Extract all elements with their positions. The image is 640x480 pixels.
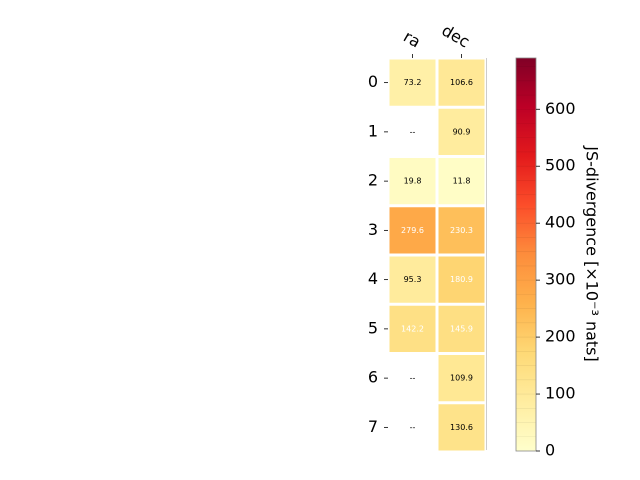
heatmap-cell: [438, 256, 485, 303]
colorbar-ticks: 0 100 200 300 400 500 600: [536, 99, 576, 460]
heatmap-cell: [389, 256, 436, 303]
colorbar-tick-label: 100: [545, 384, 576, 403]
colorbar-label: JS-divergence [×10⁻³ nats]: [583, 145, 602, 361]
y-tick-label: 2: [368, 171, 378, 190]
cell-value-label: 109.9: [450, 374, 473, 383]
heatmap-cell: [389, 59, 436, 106]
cell-value-label: 11.8: [453, 177, 471, 186]
cell-value-label: 90.9: [453, 127, 471, 136]
heatmap-cell: [389, 305, 436, 352]
cell-value-label: 230.3: [450, 226, 473, 235]
heatmap-cell: [438, 59, 485, 106]
colorbar-tick-label: 600: [545, 99, 576, 118]
colorbar-divisions: [516, 66, 536, 438]
y-tick-label: 5: [368, 318, 378, 337]
cell-value-label: 142.2: [401, 324, 424, 333]
heatmap-cell: [438, 158, 485, 205]
colorbar-tick-label: 200: [545, 327, 576, 346]
cell-value-label: --: [410, 374, 416, 383]
y-tick-label: 3: [368, 220, 378, 239]
y-tick-label: 4: [368, 269, 378, 288]
y-tick-label: 1: [368, 121, 378, 140]
cell-value-label: 279.6: [401, 226, 424, 235]
y-tick-label: 7: [368, 417, 378, 436]
colorbar-tick-label: 400: [545, 213, 576, 232]
colorbar-frame: [515, 57, 537, 452]
cell-value-label: 145.9: [450, 324, 473, 333]
cell-value-label: 130.6: [450, 423, 473, 432]
y-axis-ticks: 0 1 2 3 4 5 6 7: [368, 72, 388, 436]
cell-value-label: 73.2: [404, 78, 422, 87]
colorbar: 0 100 200 300 400 500 600 JS-divergence [×10⁻³…: [515, 57, 602, 460]
heatmap-cell: [389, 158, 436, 205]
heatmap-cell: [438, 404, 485, 451]
cell-value-label: --: [410, 423, 416, 432]
cell-value-label: 95.3: [404, 275, 422, 284]
cell-value-label: 19.8: [404, 177, 422, 186]
colorbar-gradient: [516, 58, 536, 451]
heatmap-cell: [389, 207, 436, 254]
heatmap-cell: [438, 108, 485, 155]
cell-value-label: 180.9: [450, 275, 473, 284]
x-tick-label: dec: [439, 21, 473, 52]
colorbar-tick-label: 500: [545, 156, 576, 175]
heatmap-cell: [438, 207, 485, 254]
y-tick-label: 0: [368, 72, 378, 91]
cell-value-label: 106.6: [450, 78, 473, 87]
heatmap-cells: 73.2 106.6 -- 90.9 19.8 11.8 279.6 230.3 95.3 180…: [389, 59, 485, 451]
colorbar-tick-label: 300: [545, 270, 576, 289]
x-axis-ticks: ra dec: [400, 21, 473, 58]
y-tick-label: 6: [368, 368, 378, 387]
heatmap-cell: [438, 355, 485, 402]
heatmap-cell: [438, 305, 485, 352]
x-tick-label: ra: [400, 27, 424, 52]
cell-value-label: --: [410, 127, 416, 136]
colorbar-tick-label: 0: [545, 441, 555, 460]
